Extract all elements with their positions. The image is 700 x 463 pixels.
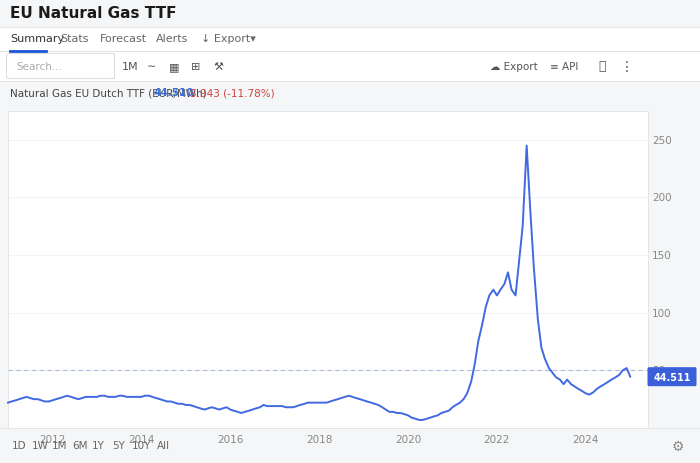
Text: Natural Gas EU Dutch TTF (EUR/MWh): Natural Gas EU Dutch TTF (EUR/MWh)	[10, 88, 210, 98]
Text: ⚙: ⚙	[672, 438, 685, 452]
Bar	[0, 52, 700, 82]
Text: ☁ Export: ☁ Export	[490, 62, 538, 72]
Text: ↓ Export▾: ↓ Export▾	[201, 34, 256, 44]
Text: 2024: 2024	[573, 434, 599, 444]
Text: 200: 200	[652, 193, 671, 203]
Text: 44.511: 44.511	[653, 372, 691, 382]
Text: 2012: 2012	[39, 434, 66, 444]
Text: Forecast: Forecast	[100, 34, 147, 44]
Text: 2022: 2022	[484, 434, 510, 444]
Text: 1M: 1M	[52, 441, 67, 450]
Text: 5Y: 5Y	[112, 441, 125, 450]
Text: 2018: 2018	[306, 434, 332, 444]
Bar	[8, 112, 648, 428]
Text: Search...: Search...	[16, 62, 62, 72]
Text: Alerts: Alerts	[156, 34, 188, 44]
Text: 150: 150	[652, 250, 672, 261]
Text: ∼: ∼	[147, 62, 157, 72]
Text: 2014: 2014	[128, 434, 155, 444]
Text: 1Y: 1Y	[92, 441, 105, 450]
Text: ≡ API: ≡ API	[550, 62, 578, 72]
Text: ⊞: ⊞	[191, 62, 201, 72]
Text: 2020: 2020	[395, 434, 421, 444]
Text: Stats: Stats	[60, 34, 89, 44]
Text: EU Natural Gas TTF: EU Natural Gas TTF	[10, 6, 176, 21]
FancyBboxPatch shape	[648, 368, 696, 386]
Text: ⚒: ⚒	[213, 62, 223, 72]
Text: 44.510: 44.510	[153, 88, 194, 98]
Bar	[0, 0, 700, 28]
Bar	[0, 28, 700, 52]
Text: 1D: 1D	[12, 441, 27, 450]
Text: ⛶: ⛶	[598, 60, 606, 73]
FancyBboxPatch shape	[6, 54, 115, 79]
Text: 100: 100	[652, 308, 671, 318]
Text: 2016: 2016	[217, 434, 244, 444]
Text: 1W: 1W	[32, 441, 49, 450]
Text: 10Y: 10Y	[132, 441, 151, 450]
Bar	[0, 428, 700, 463]
Text: 1M: 1M	[122, 62, 139, 72]
Text: -5.943 (-11.78%): -5.943 (-11.78%)	[183, 88, 274, 98]
Text: 50: 50	[652, 366, 665, 375]
Text: All: All	[157, 441, 170, 450]
Text: 250: 250	[652, 136, 672, 145]
Text: 6M: 6M	[72, 441, 88, 450]
Text: Summary: Summary	[10, 34, 64, 44]
Text: ▦: ▦	[169, 62, 179, 72]
Text: ⋮: ⋮	[620, 60, 634, 74]
